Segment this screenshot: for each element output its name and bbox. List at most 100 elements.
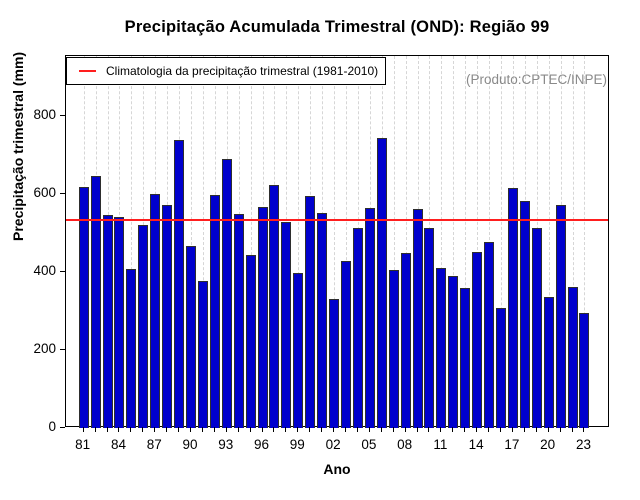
- x-tick-1982: [94, 427, 96, 432]
- gridline-2002: [334, 56, 336, 426]
- x-tick-2013: [464, 427, 466, 432]
- gridline-2011: [441, 56, 443, 426]
- x-tick-2002: [333, 427, 335, 432]
- x-tick-2014: [476, 427, 478, 432]
- x-tick-2001: [321, 427, 323, 432]
- gridline-1999: [298, 56, 300, 426]
- x-tick-label-2020: 20: [540, 437, 556, 452]
- x-tick-2012: [452, 427, 454, 432]
- gridline-2008: [405, 56, 407, 426]
- y-tick-600: [60, 193, 65, 195]
- x-tick-label-2017: 17: [504, 437, 520, 452]
- bar-2008: [400, 253, 411, 428]
- x-tick-1988: [166, 427, 168, 432]
- bar-2015: [484, 241, 495, 428]
- x-tick-1989: [178, 427, 180, 432]
- bar-2007: [388, 270, 399, 428]
- gridline-2007: [393, 56, 395, 426]
- x-tick-1994: [237, 427, 239, 432]
- y-tick-400: [60, 271, 65, 273]
- x-tick-label-2005: 05: [361, 437, 377, 452]
- bar-2020: [543, 297, 554, 428]
- y-tick-label-600: 600: [33, 185, 56, 201]
- bar-1986: [138, 225, 149, 428]
- x-tick-2011: [440, 427, 442, 432]
- x-tick-2009: [416, 427, 418, 432]
- bar-2016: [496, 308, 506, 428]
- x-tick-2021: [559, 427, 561, 432]
- x-tick-1985: [130, 427, 132, 432]
- gridline-2023: [584, 56, 586, 426]
- legend-label: Climatologia da precipitação trimestral …: [106, 64, 379, 78]
- x-tick-2017: [511, 427, 513, 432]
- x-tick-2004: [356, 427, 358, 432]
- gridline-1985: [131, 56, 133, 426]
- bar-2003: [341, 261, 351, 428]
- bar-2005: [364, 207, 375, 428]
- x-tick-1987: [154, 427, 156, 432]
- bar-1994: [233, 214, 244, 428]
- x-tick-1995: [249, 427, 251, 432]
- x-tick-2003: [345, 427, 346, 432]
- gridline-2022: [572, 56, 574, 426]
- bar-2014: [472, 251, 483, 428]
- y-tick-label-200: 200: [33, 341, 56, 357]
- x-tick-1986: [142, 427, 144, 432]
- x-tick-label-1999: 99: [289, 437, 305, 452]
- bar-2019: [531, 228, 542, 428]
- x-tick-label-2011: 11: [433, 437, 448, 452]
- x-tick-2023: [583, 427, 585, 432]
- bar-1991: [197, 281, 208, 428]
- y-tick-label-800: 800: [33, 107, 56, 123]
- x-tick-2022: [571, 427, 573, 432]
- gridline-2013: [465, 56, 467, 426]
- gridline-2016: [501, 56, 502, 426]
- bar-1997: [269, 184, 280, 428]
- x-tick-label-1993: 93: [218, 437, 234, 452]
- gridline-1990: [191, 56, 192, 426]
- gridline-1995: [250, 56, 252, 426]
- bar-2013: [460, 288, 471, 428]
- x-tick-label-1990: 90: [182, 437, 198, 452]
- x-tick-1999: [297, 427, 299, 432]
- bar-2006: [376, 137, 387, 428]
- x-tick-1996: [261, 427, 263, 432]
- x-axis-title: Ano: [323, 461, 351, 477]
- y-tick-label-400: 400: [33, 263, 56, 279]
- x-tick-1992: [213, 427, 215, 432]
- bar-2021: [555, 205, 566, 428]
- x-tick-2015: [488, 427, 490, 432]
- x-tick-label-1996: 96: [254, 437, 270, 452]
- x-tick-label-2023: 23: [575, 437, 591, 452]
- legend-line-sample: [79, 70, 96, 72]
- bar-1982: [90, 176, 101, 428]
- bar-2002: [329, 299, 340, 428]
- x-tick-1991: [201, 427, 203, 432]
- y-tick-800: [60, 115, 65, 117]
- bar-1981: [78, 187, 89, 428]
- x-tick-2006: [380, 427, 382, 432]
- x-tick-label-2008: 08: [397, 437, 413, 452]
- bar-2010: [424, 228, 435, 428]
- x-tick-2018: [523, 427, 525, 432]
- x-tick-1990: [190, 427, 191, 432]
- bar-1984: [114, 217, 125, 428]
- bar-2004: [352, 228, 363, 428]
- bar-1990: [186, 245, 196, 428]
- gridline-2012: [453, 56, 455, 426]
- y-tick-label-0: 0: [48, 419, 56, 434]
- gridline-2003: [346, 56, 347, 426]
- bar-1998: [281, 221, 292, 428]
- gridline-1991: [202, 56, 204, 426]
- legend: Climatologia da precipitação trimestral …: [66, 57, 386, 85]
- x-tick-label-2002: 02: [325, 437, 341, 452]
- climatology-line: [66, 218, 608, 221]
- y-tick-0: [60, 427, 65, 428]
- bar-2023: [579, 313, 590, 428]
- bar-1989: [174, 139, 185, 428]
- bar-1996: [257, 207, 268, 428]
- bar-2012: [448, 275, 459, 428]
- y-tick-200: [60, 349, 65, 351]
- bar-1988: [162, 205, 173, 428]
